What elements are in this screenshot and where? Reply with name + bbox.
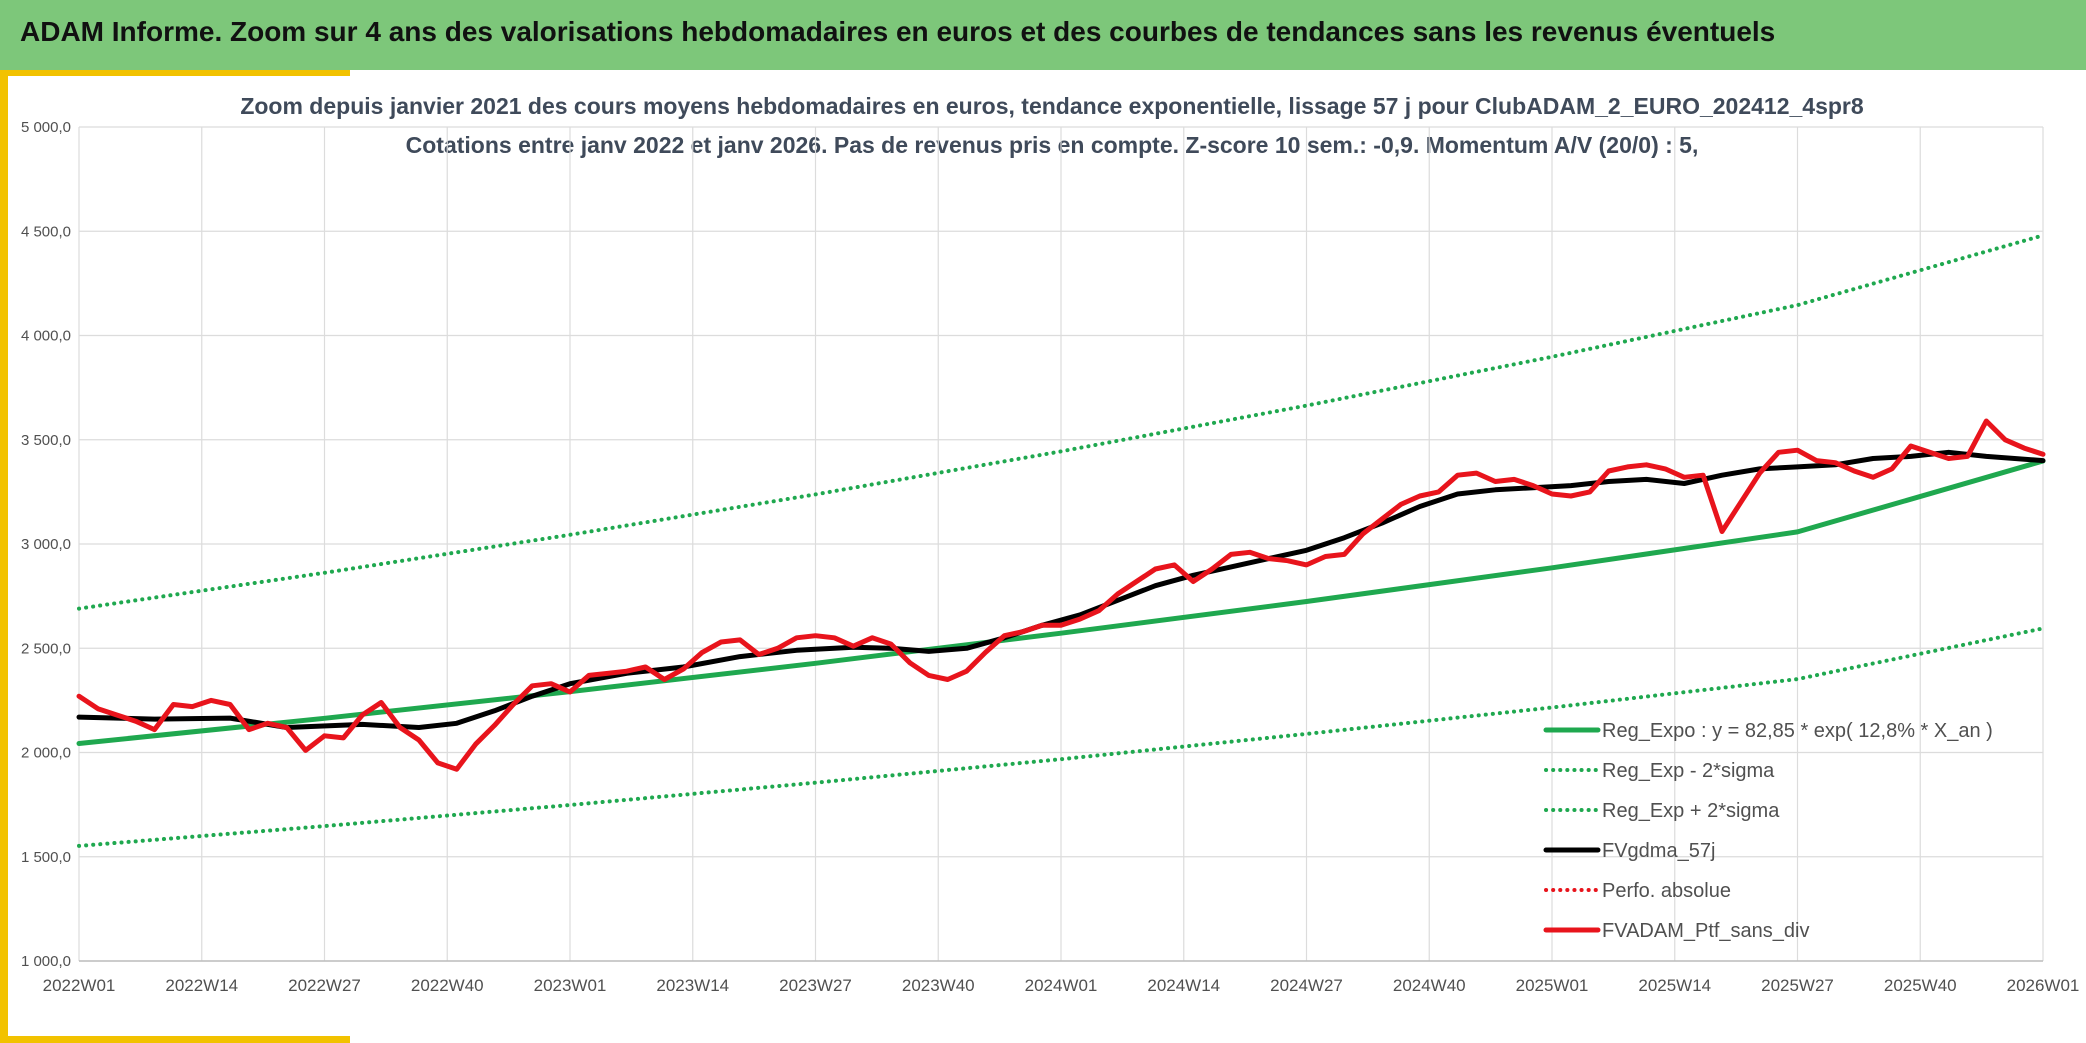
- y-tick-label: 4 000,0: [21, 328, 71, 345]
- x-tick-label: 2022W40: [411, 976, 484, 995]
- x-tick-label: 2026W01: [2007, 976, 2080, 995]
- y-tick-label: 3 000,0: [21, 536, 71, 553]
- y-tick-label: 3 500,0: [21, 432, 71, 449]
- y-tick-label: 2 000,0: [21, 745, 71, 762]
- legend-label: Reg_Exp - 2*sigma: [1602, 760, 1775, 782]
- x-tick-label: 2024W27: [1270, 976, 1343, 995]
- page-title: ADAM Informe. Zoom sur 4 ans des valoris…: [20, 16, 1776, 47]
- x-tick-label: 2025W14: [1638, 976, 1711, 995]
- accent-stripe-top: [0, 70, 350, 76]
- x-tick-label: 2024W40: [1393, 976, 1466, 995]
- y-axis: 1 000,0 1 500,0 2 000,0 2 500,0 3 000,0 3 500…: [21, 119, 71, 970]
- series-line-fvadam-ptf-sans-div: [76, 418, 2046, 772]
- x-tick-label: 2025W40: [1884, 976, 1957, 995]
- x-tick-label: 2024W01: [1025, 976, 1098, 995]
- legend-label: Reg_Exp + 2*sigma: [1602, 800, 1780, 822]
- x-tick-label: 2025W01: [1516, 976, 1589, 995]
- grid: [78, 126, 2044, 962]
- accent-stripe-left: [0, 70, 8, 1043]
- x-tick-label: 2023W27: [779, 976, 852, 995]
- x-tick-label: 2023W40: [902, 976, 975, 995]
- x-axis: 2022W01 2022W14 2022W27 2022W40 2023W01 2023W…: [43, 976, 2080, 995]
- legend-label: FVADAM_Ptf_sans_div: [1602, 920, 1810, 942]
- y-tick-label: 4 500,0: [21, 223, 71, 240]
- y-tick-label: 1 000,0: [21, 953, 71, 970]
- chart-title: Zoom depuis janvier 2021 des cours moyen…: [240, 93, 1864, 119]
- x-tick-label: 2024W14: [1147, 976, 1220, 995]
- x-tick-label: 2022W14: [165, 976, 238, 995]
- legend-label: Reg_Expo : y = 82,85 * exp( 12,8% * X_an…: [1602, 720, 1993, 742]
- x-tick-label: 2023W14: [656, 976, 729, 995]
- title-bar: [0, 0, 2086, 70]
- x-tick-label: 2023W01: [534, 976, 607, 995]
- chart-subtitle: Cotations entre janv 2022 et janv 2026. …: [406, 132, 1699, 158]
- x-tick-label: 2022W27: [288, 976, 361, 995]
- y-tick-label: 1 500,0: [21, 849, 71, 866]
- x-tick-label: 2025W27: [1761, 976, 1834, 995]
- legend-label: Perfo. absolue: [1602, 880, 1731, 902]
- chart: Zoom depuis janvier 2021 des cours moyen…: [21, 93, 2080, 995]
- series-line-reg-exp-2-sigma: [77, 233, 2045, 611]
- y-tick-label: 2 500,0: [21, 640, 71, 657]
- series-layer: [76, 233, 2046, 848]
- legend: Reg_Expo : y = 82,85 * exp( 12,8% * X_an…: [1543, 720, 1993, 942]
- y-tick-label: 5 000,0: [21, 119, 71, 136]
- legend-label: FVgdma_57j: [1602, 840, 1715, 862]
- x-tick-label: 2022W01: [43, 976, 116, 995]
- series-line-reg-expo-y-82-85-exp-12-8-x-an: [76, 458, 2046, 746]
- accent-stripe-bottom: [0, 1036, 350, 1043]
- series-line-reg-exp-2-sigma: [77, 626, 2045, 848]
